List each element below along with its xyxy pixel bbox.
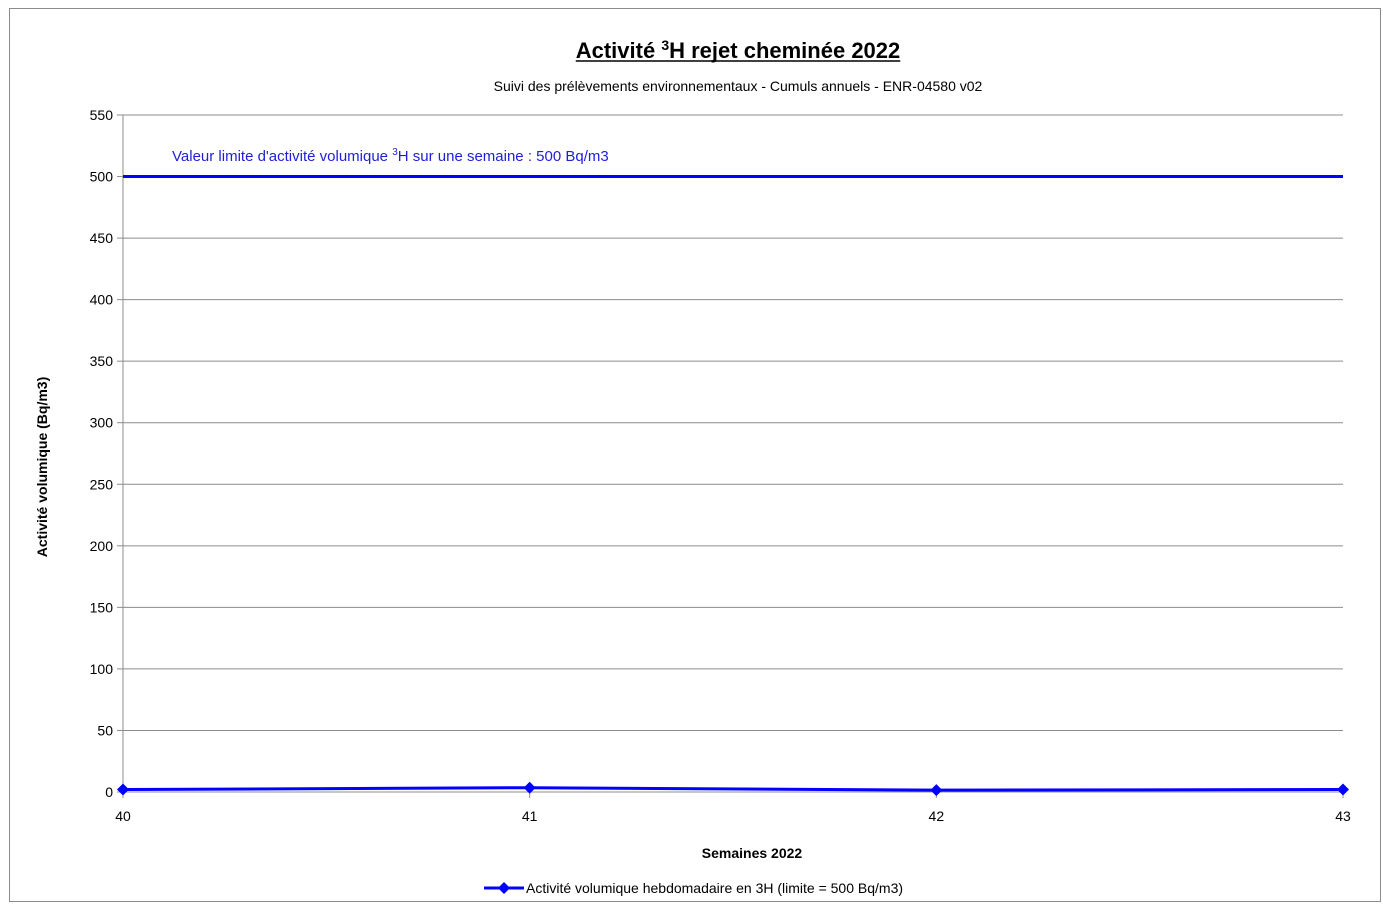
y-tick-label-250: 250 — [90, 476, 114, 492]
x-tick-label-42: 42 — [929, 808, 945, 824]
chart-title-group: Activité 3H rejet cheminée 2022 — [575, 37, 901, 63]
chart-frame: Activité 3H rejet cheminée 2022 Suivi de… — [9, 8, 1381, 902]
x-tick-label-41: 41 — [522, 808, 538, 824]
y-tick-label-150: 150 — [90, 599, 114, 615]
y-axis-title: Activité volumique (Bq/m3) — [34, 377, 50, 557]
y-tick-label-200: 200 — [90, 538, 114, 554]
y-tick-label-500: 500 — [90, 169, 114, 185]
y-tick-label-0: 0 — [105, 784, 113, 800]
y-tick-label-550: 550 — [90, 107, 114, 123]
x-ticks-layer: 40 41 42 43 — [115, 792, 1351, 824]
x-axis-title: Semaines 2022 — [702, 845, 803, 861]
limit-annotation-before: Valeur limite d'activité volumique — [172, 148, 392, 165]
legend-marker-swatch — [498, 882, 510, 894]
x-tick-label-40: 40 — [115, 808, 131, 824]
legend-label: Activité volumique hebdomadaire en 3H (l… — [526, 880, 903, 896]
y-ticks-layer: 0 50 100 150 200 250 300 350 400 450 500 550 — [90, 107, 123, 800]
y-tick-label-350: 350 — [90, 353, 114, 369]
series-line-0 — [122, 786, 1344, 792]
data-point-42 — [930, 784, 943, 797]
data-point-41 — [523, 781, 536, 794]
y-tick-label-300: 300 — [90, 415, 114, 431]
y-tick-label-100: 100 — [90, 661, 114, 677]
y-tick-label-450: 450 — [90, 230, 114, 246]
x-tick-label-43: 43 — [1335, 808, 1351, 824]
y-tick-label-400: 400 — [90, 292, 114, 308]
grid-layer — [122, 114, 1343, 793]
data-point-40 — [117, 783, 129, 796]
chart-title-sup: 3 — [661, 37, 669, 53]
chart-subtitle: Suivi des prélèvements environnementaux … — [494, 78, 983, 94]
y-tick-label-50: 50 — [97, 722, 113, 738]
chart-title: Activité 3H rejet cheminée 2022 — [576, 37, 901, 63]
limit-annotation-sup: 3 — [392, 147, 398, 158]
series-layer — [117, 781, 1349, 797]
chart-svg: Activité 3H rejet cheminée 2022 Suivi de… — [34, 37, 1351, 896]
chart-title-before: Activité — [576, 38, 662, 63]
chart-title-after: H rejet cheminée 2022 — [669, 38, 900, 63]
limit-annotation-after: H sur une semaine : 500 Bq/m3 — [398, 148, 609, 165]
legend: Activité volumique hebdomadaire en 3H (l… — [484, 880, 903, 896]
limit-annotation: Valeur limite d'activité volumique 3H su… — [172, 147, 609, 165]
data-point-43 — [1337, 783, 1349, 796]
